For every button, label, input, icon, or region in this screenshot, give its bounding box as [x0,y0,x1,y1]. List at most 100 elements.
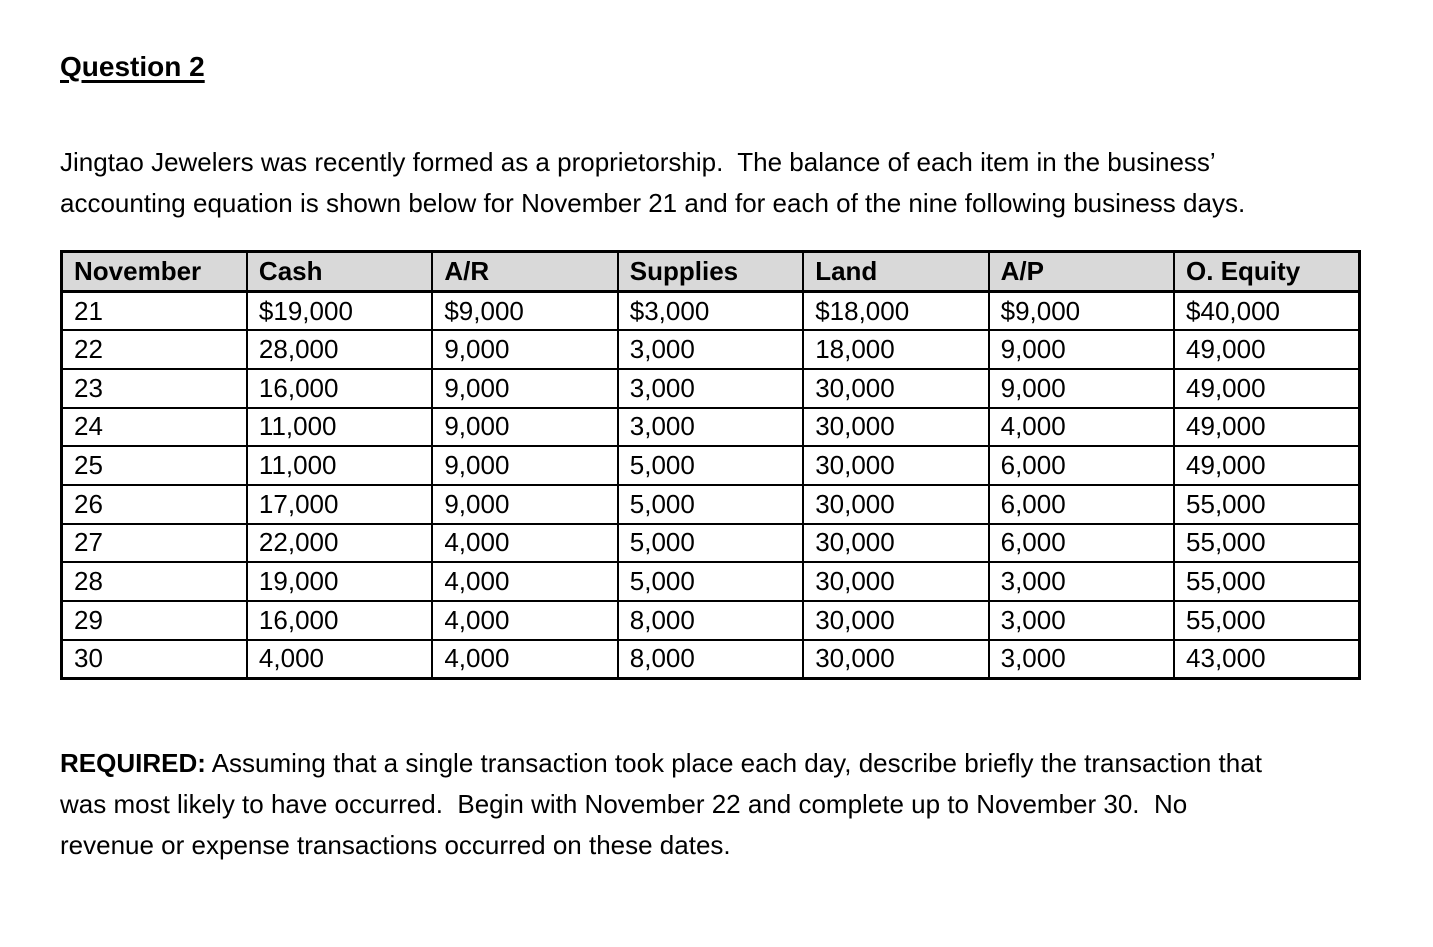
table-cell: 43,000 [1173,638,1361,680]
table-cell: 9,000 [431,367,619,409]
table-cell: 30,000 [802,367,990,409]
title-row: Question 2 [60,52,1373,112]
table-cell: 9,000 [431,483,619,525]
table-cell: 30,000 [802,406,990,448]
table-cell: 4,000 [245,638,434,680]
table-cell: 9,000 [431,445,619,486]
table-cell: 3,000 [987,638,1176,680]
table-cell: 5,000 [616,561,805,602]
table-cell: 17,000 [245,483,434,525]
required-line: REQUIRED: Assuming that a single transac… [60,743,1373,784]
table-row: 23 16,000 9,000 3,000 30,000 9,000 49,000 [60,367,1361,409]
table-cell: 4,000 [431,600,619,641]
table-cell: 8,000 [616,600,805,641]
table-cell: 30 [60,638,248,680]
table-cell: 49,000 [1173,367,1361,409]
column-header: Cash [245,250,434,293]
table-cell: 9,000 [431,406,619,448]
table-cell: $9,000 [987,290,1176,332]
table-cell: 3,000 [616,406,805,448]
table-cell: 28,000 [245,329,434,370]
table-cell: 55,000 [1173,522,1361,564]
column-header: Land [802,250,990,293]
table-cell: 26 [60,483,248,525]
table-cell: 19,000 [245,561,434,602]
table-cell: 30,000 [802,600,990,641]
table-cell: $19,000 [245,290,434,332]
required-line: revenue or expense transactions occurred… [60,829,731,860]
table-cell: 29 [60,600,248,641]
table-cell: $18,000 [802,290,990,332]
table-row: 24 11,000 9,000 3,000 30,000 4,000 49,000 [60,406,1361,448]
table-cell: 3,000 [987,600,1176,641]
table-header-row: November Cash A/R Supplies Land A/P O. Equity [60,250,1361,293]
table-row: 21 $19,000 $9,000 $3,000 $18,000 $9,000 $40,00… [60,290,1361,332]
table-row: 28 19,000 4,000 5,000 30,000 3,000 55,000 [60,561,1361,602]
table-cell: 6,000 [987,483,1176,525]
page-title: Question 2 [60,51,205,82]
table-row: 27 22,000 4,000 5,000 30,000 6,000 55,000 [60,522,1361,564]
table-cell: 55,000 [1173,483,1361,525]
table-cell: 25 [60,445,248,486]
table-cell: 9,000 [987,367,1176,409]
table-cell: 16,000 [245,367,434,409]
table-cell: 55,000 [1173,600,1361,641]
table-row: 22 28,000 9,000 3,000 18,000 9,000 49,000 [60,329,1361,370]
intro-line: Jingtao Jewelers was recently formed as … [60,147,1216,177]
required-label: REQUIRED: [60,747,206,778]
table-cell: 6,000 [987,445,1176,486]
table-cell: 27 [60,522,248,564]
table-cell: 3,000 [616,367,805,409]
table-cell: 5,000 [616,522,805,564]
table-cell: 9,000 [431,329,619,370]
table-cell: 49,000 [1173,329,1361,370]
column-header: O. Equity [1173,250,1361,293]
table-row: 25 11,000 9,000 5,000 30,000 6,000 49,000 [60,445,1361,486]
table-cell: 3,000 [987,561,1176,602]
table-cell: 24 [60,406,248,448]
table-cell: $3,000 [616,290,805,332]
table-cell: 21 [60,290,248,332]
required-paragraph: REQUIRED: Assuming that a single transac… [60,743,1373,866]
table-cell: 55,000 [1173,561,1361,602]
table-cell: 49,000 [1173,445,1361,486]
table-cell: 22 [60,329,248,370]
table-cell: 22,000 [245,522,434,564]
table-cell: 30,000 [802,638,990,680]
accounting-equation-table: November Cash A/R Supplies Land A/P O. Equity … [60,250,1361,680]
table-cell: 8,000 [616,638,805,680]
table-cell: 30,000 [802,483,990,525]
table-row: 29 16,000 4,000 8,000 30,000 3,000 55,000 [60,600,1361,641]
table-cell: 4,000 [987,406,1176,448]
intro-paragraph: Jingtao Jewelers was recently formed as … [60,142,1373,224]
column-header: A/P [987,250,1176,293]
column-header: Supplies [616,250,805,293]
table-cell: 30,000 [802,445,990,486]
table-cell: 9,000 [987,329,1176,370]
table-cell: 23 [60,367,248,409]
table-row: 26 17,000 9,000 5,000 30,000 6,000 55,000 [60,483,1361,525]
table-cell: 4,000 [431,522,619,564]
table-cell: 11,000 [245,406,434,448]
table-row: 30 4,000 4,000 8,000 30,000 3,000 43,000 [60,638,1361,680]
table-cell: 5,000 [616,445,805,486]
table-cell: 4,000 [431,561,619,602]
table-cell: 28 [60,561,248,602]
table-cell: 30,000 [802,561,990,602]
column-header: A/R [431,250,619,293]
intro-line: accounting equation is shown below for N… [60,188,1246,218]
table-cell: 4,000 [431,638,619,680]
table-cell: 16,000 [245,600,434,641]
table-cell: 30,000 [802,522,990,564]
table-cell: $9,000 [431,290,619,332]
table-cell: 49,000 [1173,406,1361,448]
table-cell: 11,000 [245,445,434,486]
table-head: November Cash A/R Supplies Land A/P O. Equity [60,250,1361,293]
column-header: November [60,250,248,293]
table-cell: 18,000 [802,329,990,370]
table-cell: 5,000 [616,483,805,525]
required-line: was most likely to have occurred. Begin … [60,788,1188,819]
required-line-text: Assuming that a single transaction took … [205,747,1262,778]
table-cell: $40,000 [1173,290,1361,332]
